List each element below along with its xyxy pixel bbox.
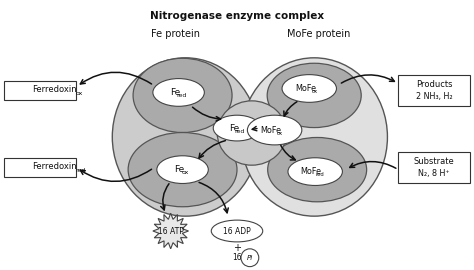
Text: Fe: Fe bbox=[174, 165, 185, 174]
Text: Nitrogenase enzyme complex: Nitrogenase enzyme complex bbox=[150, 11, 324, 21]
Text: Substrate: Substrate bbox=[414, 157, 454, 166]
Ellipse shape bbox=[247, 115, 302, 145]
Ellipse shape bbox=[211, 220, 263, 242]
FancyBboxPatch shape bbox=[398, 152, 470, 183]
FancyBboxPatch shape bbox=[398, 75, 470, 106]
Text: Pi: Pi bbox=[247, 255, 253, 261]
Text: red: red bbox=[76, 168, 86, 173]
FancyBboxPatch shape bbox=[4, 81, 76, 100]
Text: Fe: Fe bbox=[171, 88, 181, 97]
Text: N₂, 8 H⁺: N₂, 8 H⁺ bbox=[418, 169, 450, 178]
Ellipse shape bbox=[288, 158, 342, 185]
Text: ox: ox bbox=[76, 91, 83, 96]
Text: red: red bbox=[176, 93, 186, 98]
Ellipse shape bbox=[217, 101, 286, 165]
Ellipse shape bbox=[267, 63, 361, 128]
Circle shape bbox=[241, 249, 259, 267]
Ellipse shape bbox=[157, 156, 208, 184]
Text: Fe protein: Fe protein bbox=[151, 29, 200, 39]
Text: 16 ADP: 16 ADP bbox=[223, 227, 251, 235]
Text: 16: 16 bbox=[232, 253, 242, 262]
Text: Products: Products bbox=[416, 80, 452, 89]
Text: Ferredoxin: Ferredoxin bbox=[32, 162, 77, 171]
Text: Fe: Fe bbox=[229, 124, 239, 133]
Text: ox: ox bbox=[182, 170, 189, 175]
Text: 2 NH₃, H₂: 2 NH₃, H₂ bbox=[416, 92, 452, 101]
Ellipse shape bbox=[112, 58, 259, 216]
FancyBboxPatch shape bbox=[4, 158, 76, 177]
Text: MoFe: MoFe bbox=[301, 167, 322, 176]
Text: red: red bbox=[316, 172, 325, 177]
Text: red: red bbox=[234, 129, 245, 134]
Text: MoFe protein: MoFe protein bbox=[287, 29, 351, 39]
Ellipse shape bbox=[128, 133, 237, 207]
Ellipse shape bbox=[133, 58, 232, 133]
Ellipse shape bbox=[241, 58, 387, 216]
Ellipse shape bbox=[282, 75, 337, 102]
Ellipse shape bbox=[213, 115, 261, 141]
Text: +: + bbox=[233, 243, 241, 253]
Text: ox: ox bbox=[277, 130, 283, 136]
Text: MoFe: MoFe bbox=[295, 84, 316, 93]
Ellipse shape bbox=[153, 79, 204, 106]
Text: MoFe: MoFe bbox=[260, 126, 281, 134]
Text: Ferredoxin: Ferredoxin bbox=[32, 85, 77, 94]
Polygon shape bbox=[153, 213, 189, 249]
Text: 16 ATP: 16 ATP bbox=[158, 227, 183, 235]
Ellipse shape bbox=[268, 137, 367, 202]
Text: ox: ox bbox=[311, 89, 318, 94]
